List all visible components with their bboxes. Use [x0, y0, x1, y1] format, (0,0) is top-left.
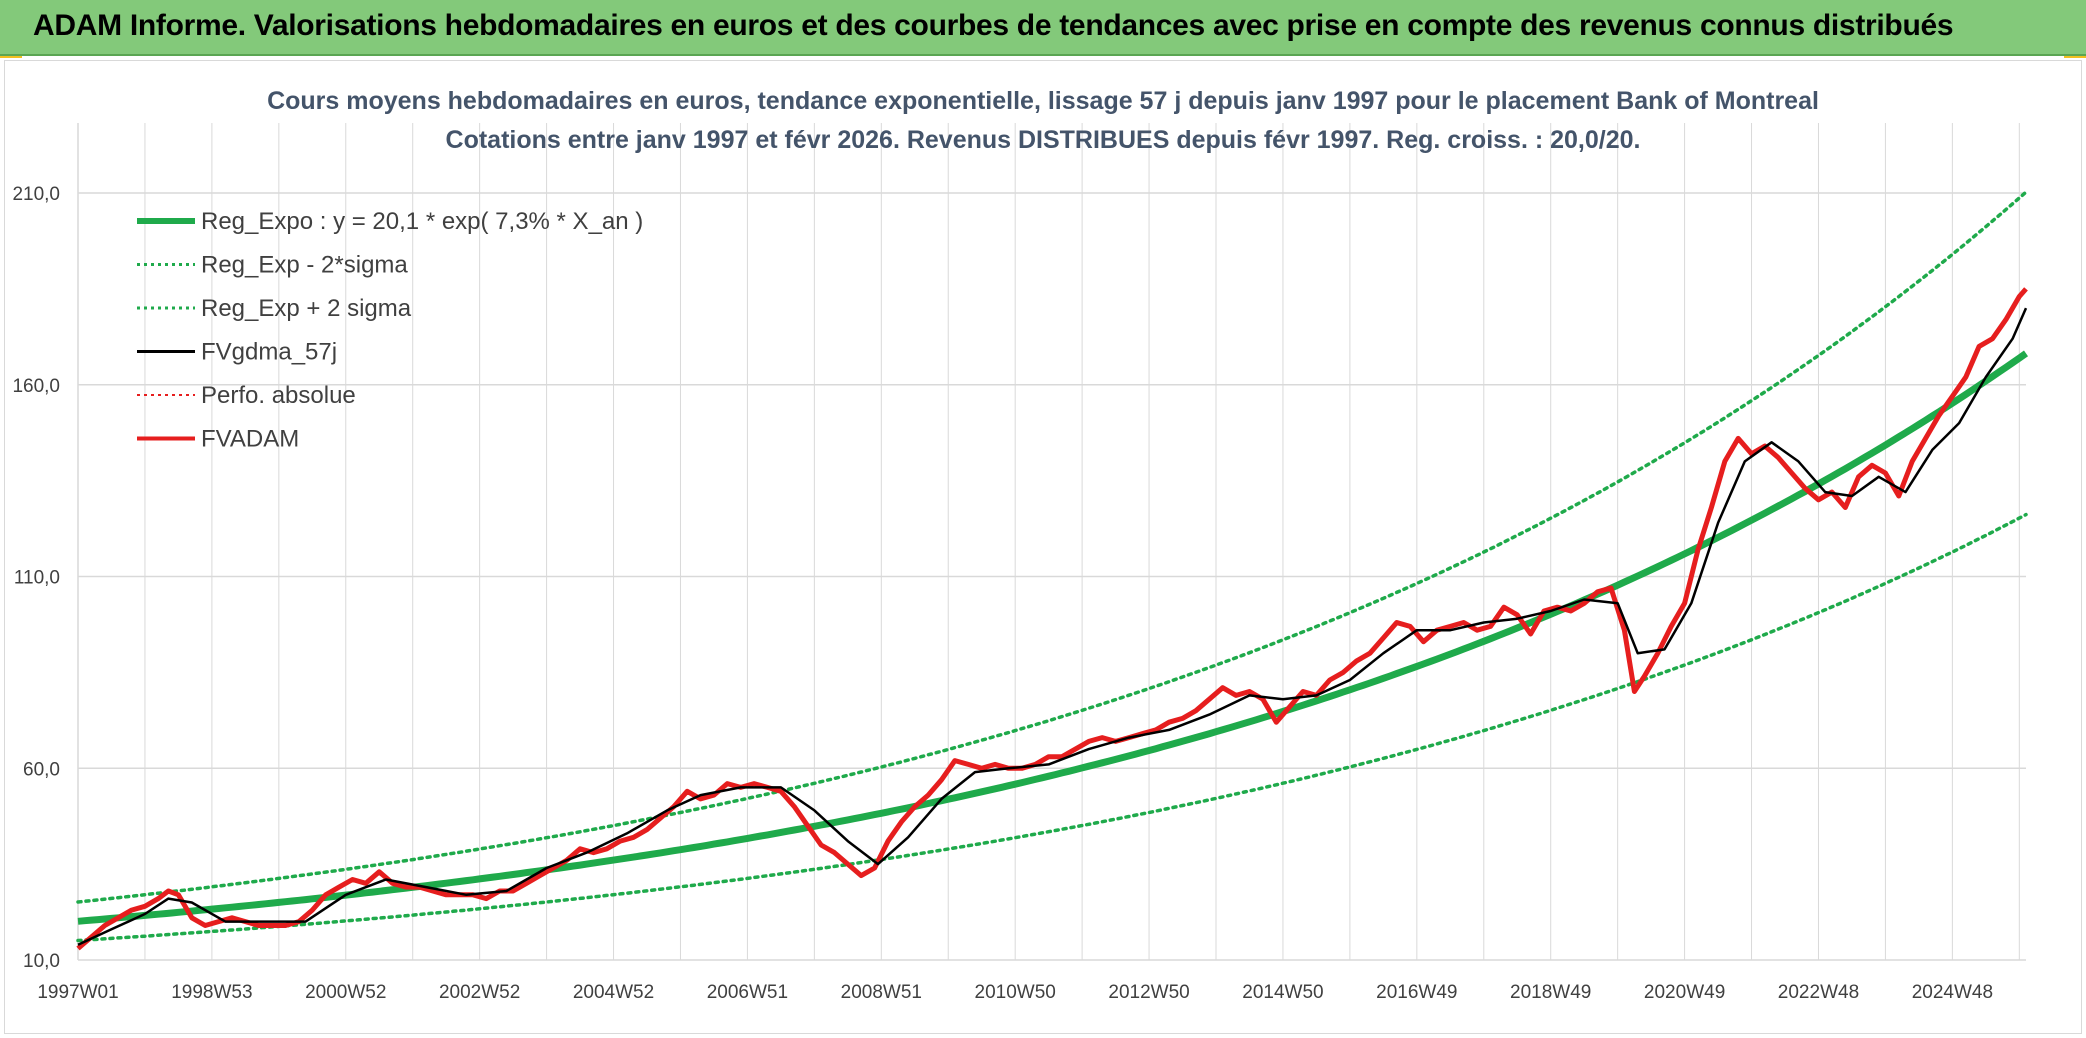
x-tick-label: 2016W49 — [1376, 982, 1457, 1003]
x-tick-label: 2022W48 — [1778, 982, 1859, 1003]
chart-title: Cours moyens hebdomadaires en euros, ten… — [267, 87, 1819, 115]
chart-frame — [4, 60, 2082, 1034]
series-layer — [76, 190, 2029, 951]
legend-label: Perfo. absolue — [201, 382, 356, 409]
legend-label: FVADAM — [201, 426, 299, 453]
x-tick-label: 2012W50 — [1108, 982, 1189, 1003]
legend-label: Reg_Expo : y = 20,1 * exp( 7,3% * X_an ) — [201, 208, 643, 235]
legend-item: Reg_Exp - 2*sigma — [137, 252, 408, 279]
legend-item: Reg_Expo : y = 20,1 * exp( 7,3% * X_an ) — [137, 208, 643, 235]
x-tick-label: 2000W52 — [305, 982, 386, 1003]
reg-exp-plus-2-sigma-line — [76, 190, 2028, 904]
x-tick-label: 2006W51 — [707, 982, 788, 1003]
legend: Reg_Expo : y = 20,1 * exp( 7,3% * X_an )… — [137, 208, 643, 453]
y-axis: 10,0 60,0 110,0 160,0 210,0 — [12, 184, 60, 972]
reg-exp-minus-2-sigma-line — [76, 512, 2028, 943]
reg-expo-line — [77, 350, 2029, 925]
x-tick-label: 2014W50 — [1242, 982, 1323, 1003]
page-header: ADAM Informe. Valorisations hebdomadaire… — [0, 0, 2086, 56]
legend-item: Reg_Exp + 2 sigma — [137, 295, 412, 322]
fvgdma-57j-line — [77, 307, 2028, 946]
legend-item: FVgdma_57j — [137, 339, 337, 366]
x-tick-label: 2008W51 — [841, 982, 922, 1003]
y-tick-label: 60,0 — [23, 759, 60, 780]
legend-item: FVADAM — [137, 426, 299, 453]
y-tick-label: 210,0 — [12, 184, 60, 205]
legend-label: Reg_Exp - 2*sigma — [201, 252, 408, 279]
legend-label: FVgdma_57j — [201, 339, 337, 366]
legend-label: Reg_Exp + 2 sigma — [201, 295, 412, 322]
x-tick-label: 2020W49 — [1644, 982, 1725, 1003]
x-tick-label: 2024W48 — [1912, 982, 1993, 1003]
grid-layer — [77, 123, 2026, 961]
x-tick-label: 1997W01 — [37, 982, 118, 1003]
x-tick-label: 2018W49 — [1510, 982, 1591, 1003]
x-tick-label: 1998W53 — [171, 982, 252, 1003]
x-tick-label: 2004W52 — [573, 982, 654, 1003]
x-tick-label: 2002W52 — [439, 982, 520, 1003]
y-tick-label: 110,0 — [14, 568, 60, 589]
chart-subtitle: Cotations entre janv 1997 et févr 2026. … — [446, 126, 1641, 154]
fvadam-line — [76, 287, 2028, 951]
page-title: ADAM Informe. Valorisations hebdomadaire… — [33, 9, 1954, 42]
x-axis: 1997W01 1998W53 2000W52 2002W52 2004W52 2006W… — [37, 982, 1993, 1003]
legend-item: Perfo. absolue — [137, 382, 356, 409]
x-tick-label: 2010W50 — [975, 982, 1056, 1003]
y-tick-label: 10,0 — [23, 951, 60, 972]
y-tick-label: 160,0 — [12, 376, 60, 397]
